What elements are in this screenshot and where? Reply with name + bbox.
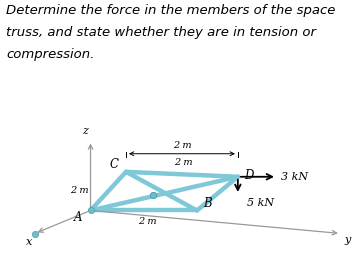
Text: compression.: compression. [6,48,95,61]
Text: y: y [344,235,351,245]
Text: B: B [203,197,212,210]
Text: Determine the force in the members of the space: Determine the force in the members of th… [6,4,336,17]
Text: z: z [82,126,88,136]
Text: 5 kN: 5 kN [247,198,274,208]
Text: 2 m: 2 m [70,186,89,195]
Text: C: C [109,158,118,171]
Text: 3 kN: 3 kN [281,172,308,182]
Text: 2 m: 2 m [173,141,191,150]
Text: x: x [26,237,33,247]
Text: 2 m: 2 m [138,217,157,226]
Text: D: D [244,169,253,182]
Text: A: A [74,211,83,224]
Text: 2 m: 2 m [174,158,193,167]
Text: truss, and state whether they are in tension or: truss, and state whether they are in ten… [6,26,316,39]
